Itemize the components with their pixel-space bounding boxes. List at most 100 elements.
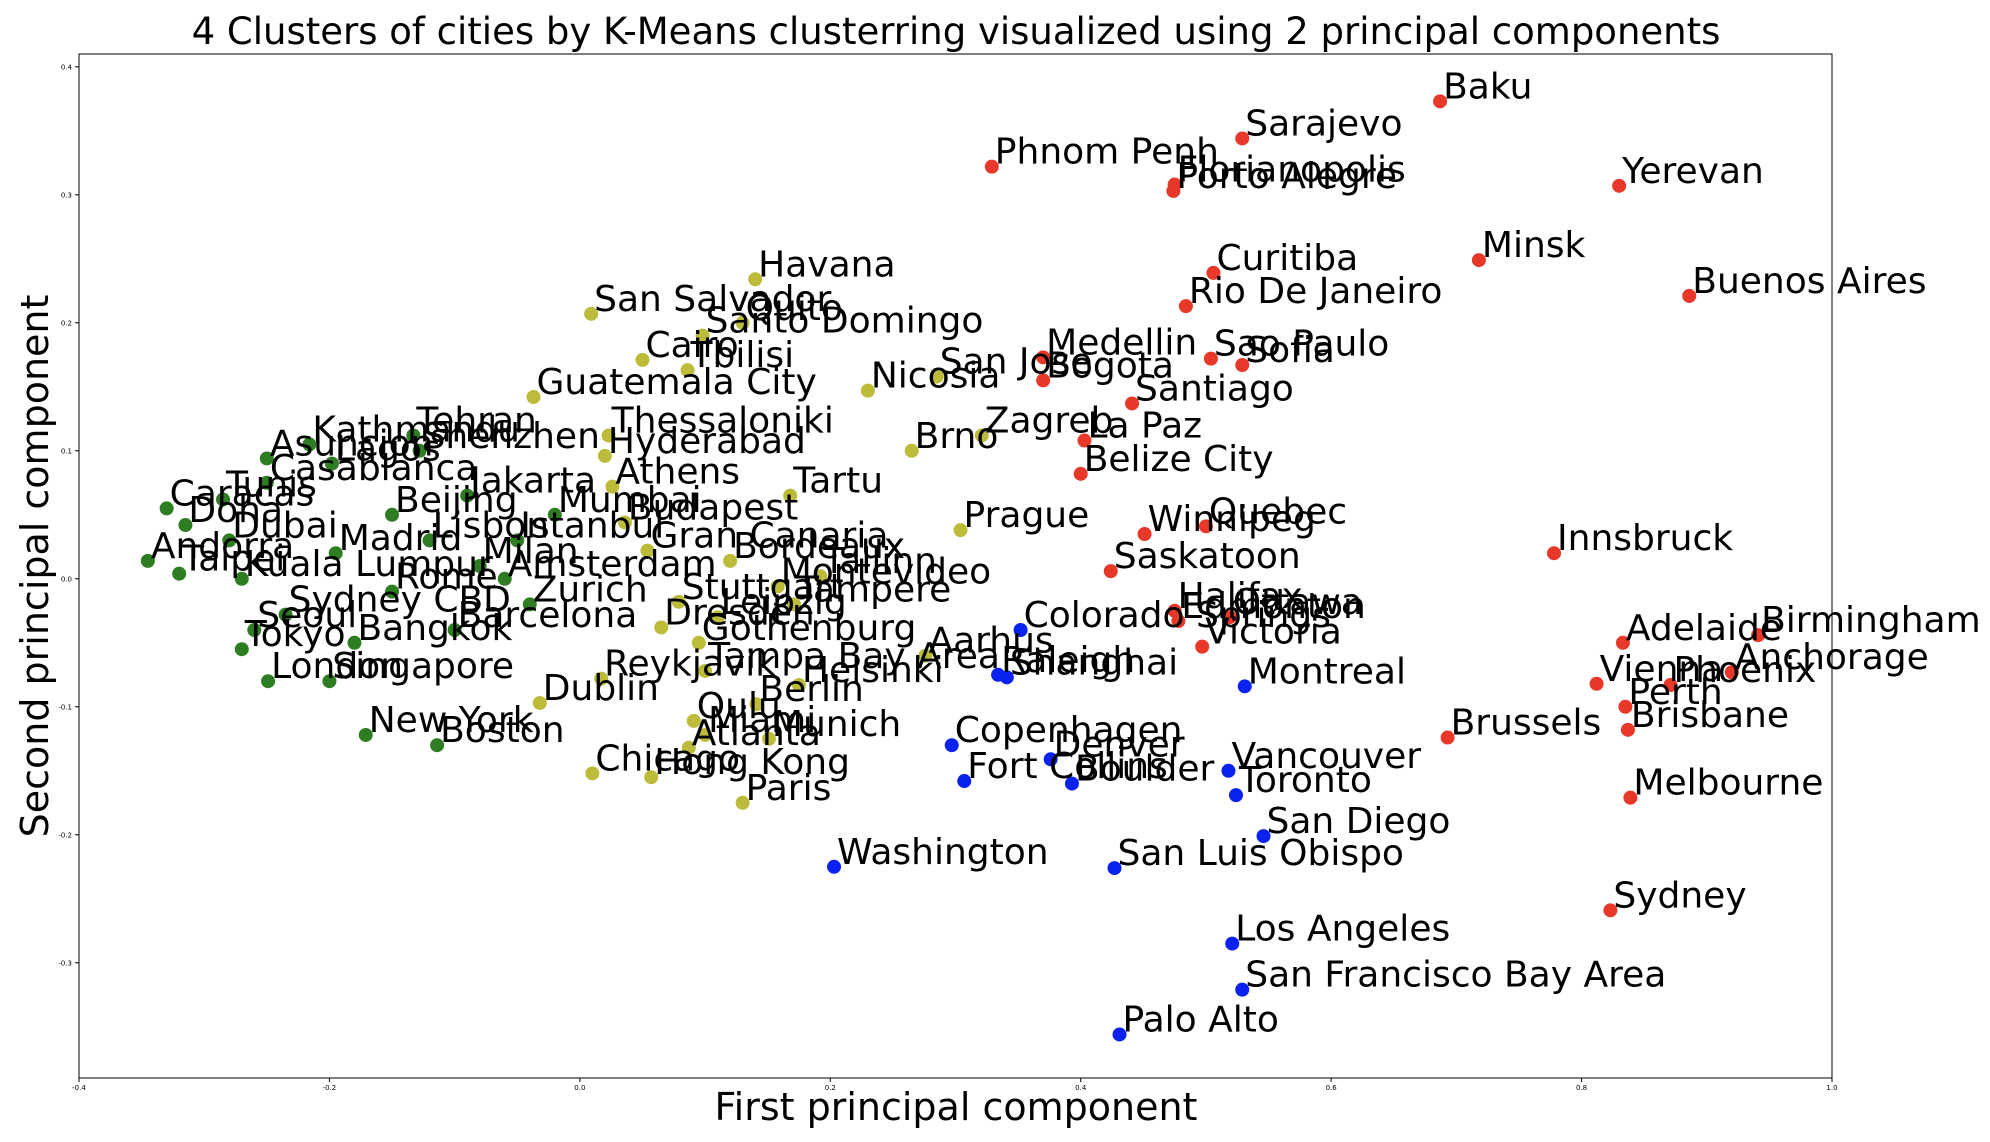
data-point — [786, 597, 801, 612]
point-label: Thessaloniki — [611, 400, 834, 441]
data-point — [526, 390, 541, 405]
data-point — [1103, 564, 1118, 579]
data-point — [172, 566, 187, 581]
point-label: Birmingham — [1761, 600, 1981, 641]
data-point — [723, 553, 738, 568]
point-label: Budapest — [628, 487, 798, 528]
point-label: San Diego — [1267, 801, 1451, 842]
point-label: Anchorage — [1735, 637, 1929, 678]
point-label: Reykjavik — [604, 644, 776, 685]
data-point — [460, 488, 475, 503]
point-label: Zagreb — [985, 400, 1114, 441]
point-label: Saskatoon — [1114, 536, 1301, 577]
point-label: Kuala Lumpur — [245, 544, 493, 585]
data-point — [1171, 614, 1186, 629]
data-point — [385, 584, 400, 599]
point-label: Colorado Springs — [1024, 595, 1331, 636]
data-point — [234, 642, 249, 657]
point-label: Montevideo — [781, 551, 992, 592]
data-point — [259, 451, 274, 466]
point-label: Singapore — [332, 646, 514, 687]
point-label: Aarhus — [928, 621, 1053, 662]
data-point — [497, 571, 512, 586]
point-label: Palo Alto — [1123, 999, 1279, 1040]
y-tick-label: 0.1 — [61, 447, 72, 455]
data-point — [447, 623, 462, 637]
data-point — [691, 635, 706, 650]
point-label: Tallinn — [822, 541, 937, 582]
data-point — [594, 671, 609, 686]
data-point — [761, 731, 776, 746]
point-label: Los Angeles — [1235, 909, 1450, 950]
point-label: Seoul — [257, 595, 357, 636]
data-point — [827, 859, 842, 874]
point-label: Phnom Penh — [995, 132, 1219, 173]
data-point — [640, 543, 655, 558]
point-label: Innsbruck — [1557, 518, 1733, 559]
point-label: Oulu — [697, 686, 781, 727]
point-label: Brisbane — [1631, 695, 1789, 736]
point-label: Tampa Bay Area — [707, 636, 1000, 677]
y-tick-label: -0.1 — [58, 703, 72, 711]
point-label: Havana — [758, 244, 895, 285]
point-label: Munich — [772, 704, 901, 745]
data-point — [259, 475, 274, 490]
point-label: Paris — [746, 768, 832, 809]
data-point — [681, 740, 696, 755]
data-point — [430, 738, 445, 753]
point-label: Dublin — [543, 668, 659, 709]
point-label: Phoenix — [1673, 650, 1816, 691]
point-label: Denver — [1054, 724, 1185, 765]
data-point — [1235, 982, 1250, 997]
point-label: Gothenburg — [702, 608, 917, 649]
point-label: Winnipeg — [1148, 499, 1316, 540]
point-label: Yerevan — [1621, 151, 1764, 192]
point-label: Cairo — [645, 325, 738, 366]
data-point — [601, 428, 616, 443]
point-labels: Baku Sarajevo Phnom PenhFlorianopolisPorto… — [151, 66, 1981, 1040]
data-point — [984, 159, 999, 174]
point-label: Minsk — [1482, 225, 1586, 266]
point-label: Mumbai — [558, 480, 702, 521]
data-point — [1013, 623, 1028, 637]
point-label: Hyderabad — [608, 421, 806, 462]
point-label: Santiago — [1135, 368, 1294, 409]
point-label: Zurich — [533, 569, 648, 610]
data-point — [1589, 676, 1604, 691]
point-label: Belize City — [1084, 439, 1274, 480]
point-label: Casablanca — [270, 448, 478, 489]
data-point — [1166, 183, 1181, 198]
point-label: Fort Collins — [967, 746, 1168, 787]
data-point — [178, 518, 193, 533]
point-label: Tehran — [415, 400, 537, 441]
point-label: Santo Domingo — [706, 301, 984, 342]
x-tick-label: 0.6 — [1326, 1084, 1338, 1092]
point-label: Guatemala City — [537, 362, 817, 403]
point-label: Tunis — [225, 464, 317, 505]
x-axis-label: First principal component — [715, 1085, 1198, 1129]
data-point — [222, 533, 237, 548]
point-label: Hong Kong — [654, 742, 850, 783]
data-point — [1043, 752, 1058, 767]
data-point — [1615, 635, 1630, 650]
point-label: Miami — [708, 700, 816, 741]
point-label: Brno — [915, 416, 999, 457]
y-tick-label: 0.2 — [61, 319, 72, 327]
point-label: Istanbul — [520, 505, 664, 546]
point-label: Rio De Janeiro — [1189, 271, 1442, 312]
data-point — [159, 501, 174, 516]
y-tick-label: 0.0 — [61, 575, 72, 583]
data-point — [1612, 178, 1627, 193]
point-label: Sarajevo — [1245, 103, 1402, 144]
data-point — [412, 443, 427, 458]
data-point — [671, 594, 686, 609]
point-label: Tokyo — [244, 614, 346, 655]
data-points — [140, 94, 1766, 1042]
x-tick-label: 0.0 — [574, 1084, 585, 1092]
data-point — [1064, 776, 1079, 791]
point-label: Shanghai — [1010, 642, 1178, 683]
point-label: Prague — [964, 495, 1090, 536]
y-tick-label: -0.2 — [58, 831, 72, 839]
data-point — [385, 507, 400, 522]
point-label: Athens — [615, 452, 740, 493]
